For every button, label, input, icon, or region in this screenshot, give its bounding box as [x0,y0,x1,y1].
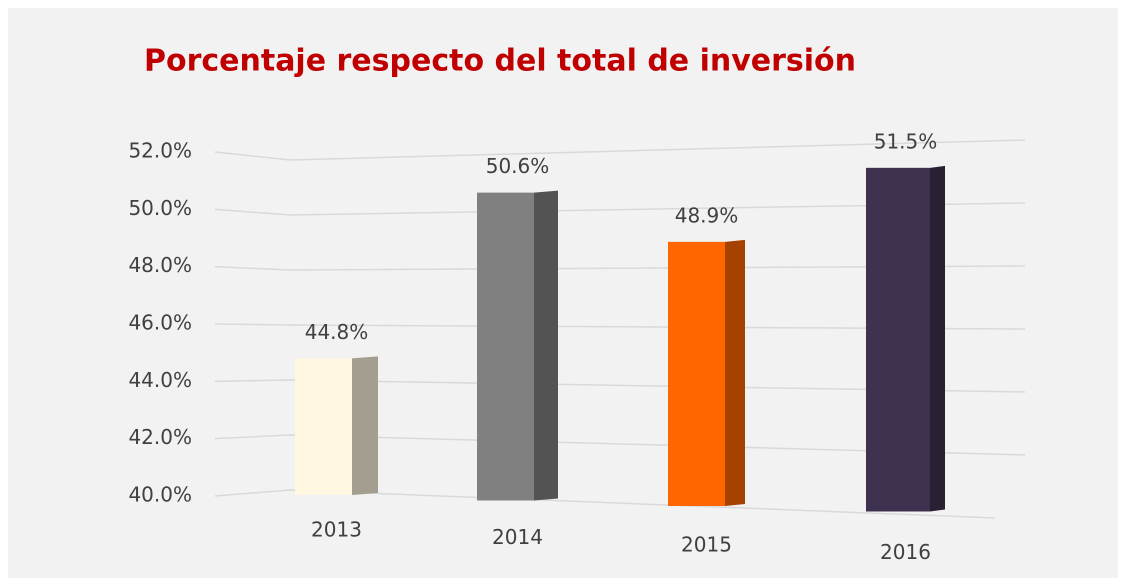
chart-title: Porcentaje respecto del total de inversi… [144,44,856,79]
x-tick-label: 2014 [492,525,543,549]
grid-line [214,139,1026,161]
grid-line [214,434,1026,456]
y-tick-label: 52.0% [128,139,192,163]
bar-side [534,190,558,501]
value-label: 44.8% [305,320,369,344]
value-label: 48.9% [675,203,739,227]
bar-side [725,239,745,506]
y-tick-label: 50.0% [128,196,192,220]
y-tick-label: 42.0% [128,425,192,449]
x-tick-label: 2015 [681,533,732,557]
value-label: 50.6% [486,154,550,178]
bar [866,167,930,512]
y-tick-label: 44.0% [128,368,192,392]
grid-line [214,379,1026,393]
bar [295,358,352,495]
grid-line [214,265,1026,271]
x-tick-label: 2013 [311,518,362,542]
grid-line [214,489,996,519]
x-tick-label: 2016 [880,540,931,564]
y-tick-label: 46.0% [128,311,192,335]
bar [477,192,534,501]
bar [668,241,725,506]
bar-side [930,165,945,512]
y-tick-label: 40.0% [128,483,192,507]
y-tick-label: 48.0% [128,253,192,277]
grid-line [214,323,1026,330]
value-label: 51.5% [874,129,938,153]
bar-side [352,356,378,495]
grid-line [214,202,1026,216]
